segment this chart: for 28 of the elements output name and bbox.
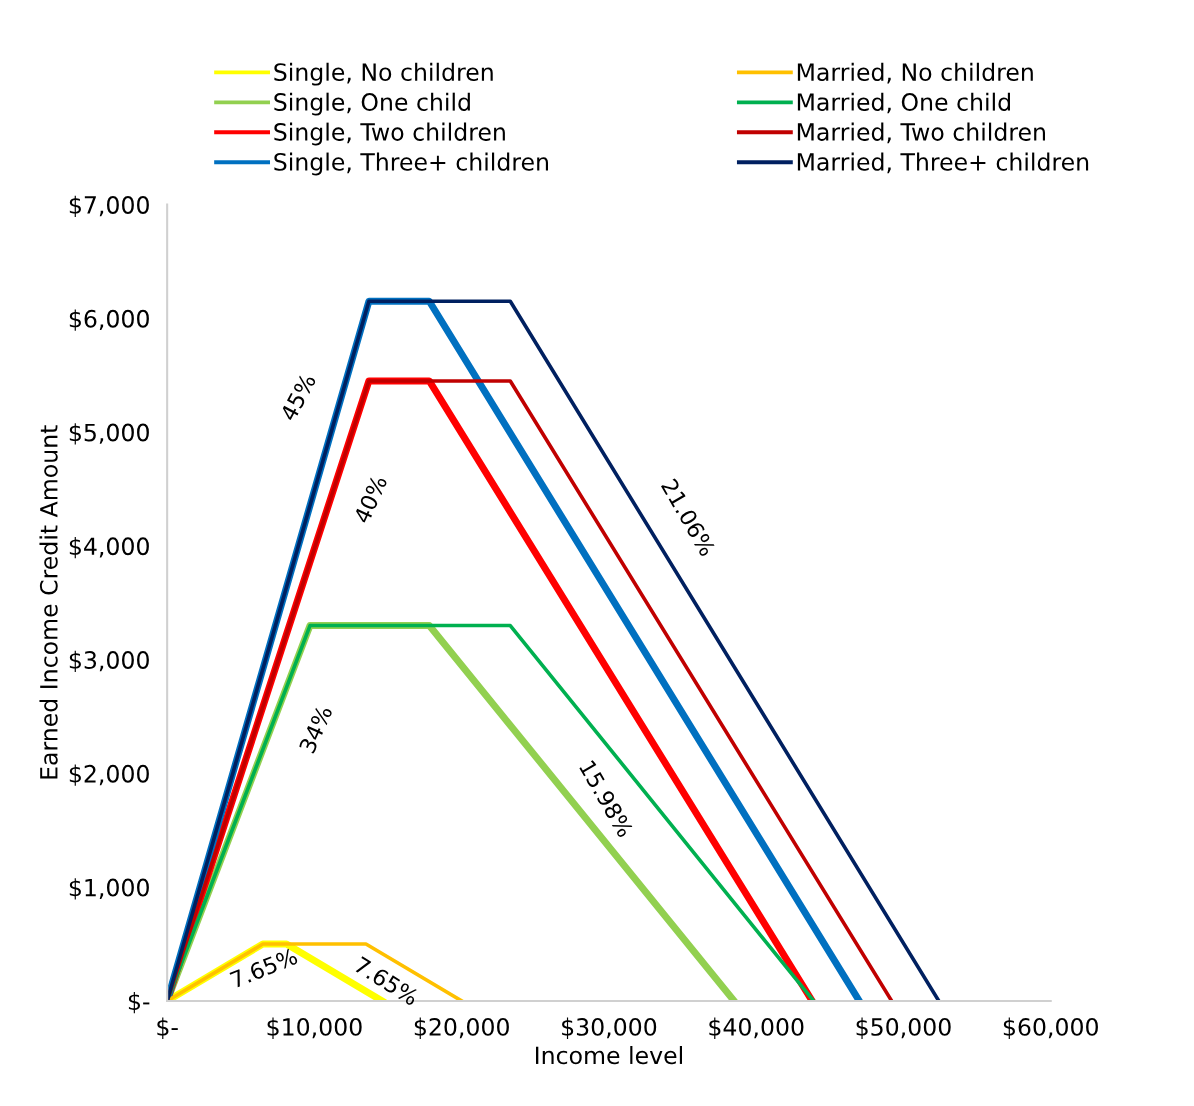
- legend-label: Single, No children: [274, 62, 493, 86]
- y-tick-label: $1,000: [69, 878, 149, 900]
- y-tick-label: $5,000: [69, 423, 149, 445]
- annotation: 40%: [353, 474, 388, 525]
- annotation: 45%: [279, 372, 317, 422]
- legend-label: Single, One child: [274, 92, 470, 116]
- x-tick-label: $-: [157, 1017, 178, 1040]
- x-tick-label: $50,000: [856, 1017, 951, 1040]
- y-tick-label: $4,000: [69, 536, 149, 559]
- x-tick-label: $20,000: [414, 1017, 509, 1040]
- x-tick-label: $60,000: [1003, 1017, 1098, 1040]
- x-axis-title: Income level: [535, 1046, 682, 1065]
- legend-label: Married, Three+ children: [797, 152, 1089, 174]
- y-axis-title: Earned Income Credit Amount: [39, 425, 58, 779]
- y-tick-label: $7,000: [69, 195, 149, 218]
- annotation: 34%: [298, 704, 333, 754]
- legend-label: Married, Two children: [797, 122, 1045, 144]
- y-tick-label: $3,000: [69, 650, 149, 673]
- x-tick-label: $10,000: [267, 1017, 362, 1040]
- legend-label: Single, Two children: [274, 122, 505, 146]
- legend-label: Married, No children: [797, 62, 1033, 84]
- x-tick-label: $30,000: [562, 1017, 657, 1040]
- x-tick-label: $40,000: [709, 1017, 804, 1040]
- y-tick-label: $-: [128, 991, 150, 1014]
- y-tick-label: $6,000: [69, 309, 149, 331]
- legend-label: Married, One child: [797, 92, 1010, 114]
- legend-label: Single, Three+ children: [274, 152, 548, 176]
- y-tick-label: $2,000: [69, 764, 149, 786]
